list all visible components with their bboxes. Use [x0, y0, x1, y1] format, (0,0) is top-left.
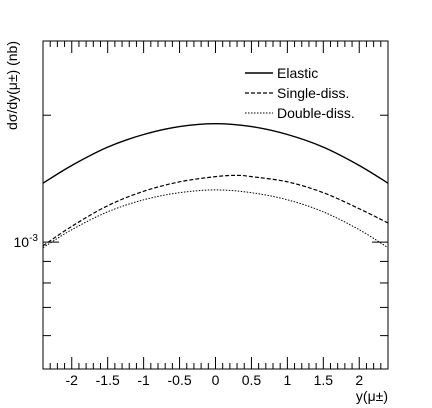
legend-label: Elastic — [277, 65, 318, 81]
x-tick-label: 1.5 — [314, 372, 334, 388]
x-tick-label: -1 — [137, 372, 150, 388]
x-tick-label: -0.5 — [168, 372, 192, 388]
x-tick-label: 0 — [212, 372, 220, 388]
x-tick-label: 2 — [355, 372, 363, 388]
x-ticks: -2 -1.5 -1 -0.5 0 0.5 1 1.5 2 — [42, 41, 389, 388]
y-axis-label: dσ/dy(μ±) (nb) — [4, 41, 20, 130]
legend: Elastic Single-diss. Double-diss. — [245, 65, 355, 121]
x-tick-label: 0.5 — [242, 372, 262, 388]
series-line-single-diss — [42, 174, 389, 247]
series-line-elastic — [42, 122, 389, 184]
x-tick-label: -2 — [66, 372, 79, 388]
x-axis-label: y(μ±) — [356, 388, 388, 404]
legend-label: Single-diss. — [277, 85, 349, 101]
y-ticks: 10-3 — [14, 233, 388, 250]
legend-label: Double-diss. — [277, 105, 355, 121]
series-line-double-diss — [42, 189, 389, 249]
y-tick-label: 10-3 — [14, 233, 39, 250]
x-tick-label: -1.5 — [96, 372, 120, 388]
x-tick-label: 1 — [283, 372, 291, 388]
y-minor-ticks — [43, 40, 388, 370]
series-lines — [42, 122, 389, 249]
